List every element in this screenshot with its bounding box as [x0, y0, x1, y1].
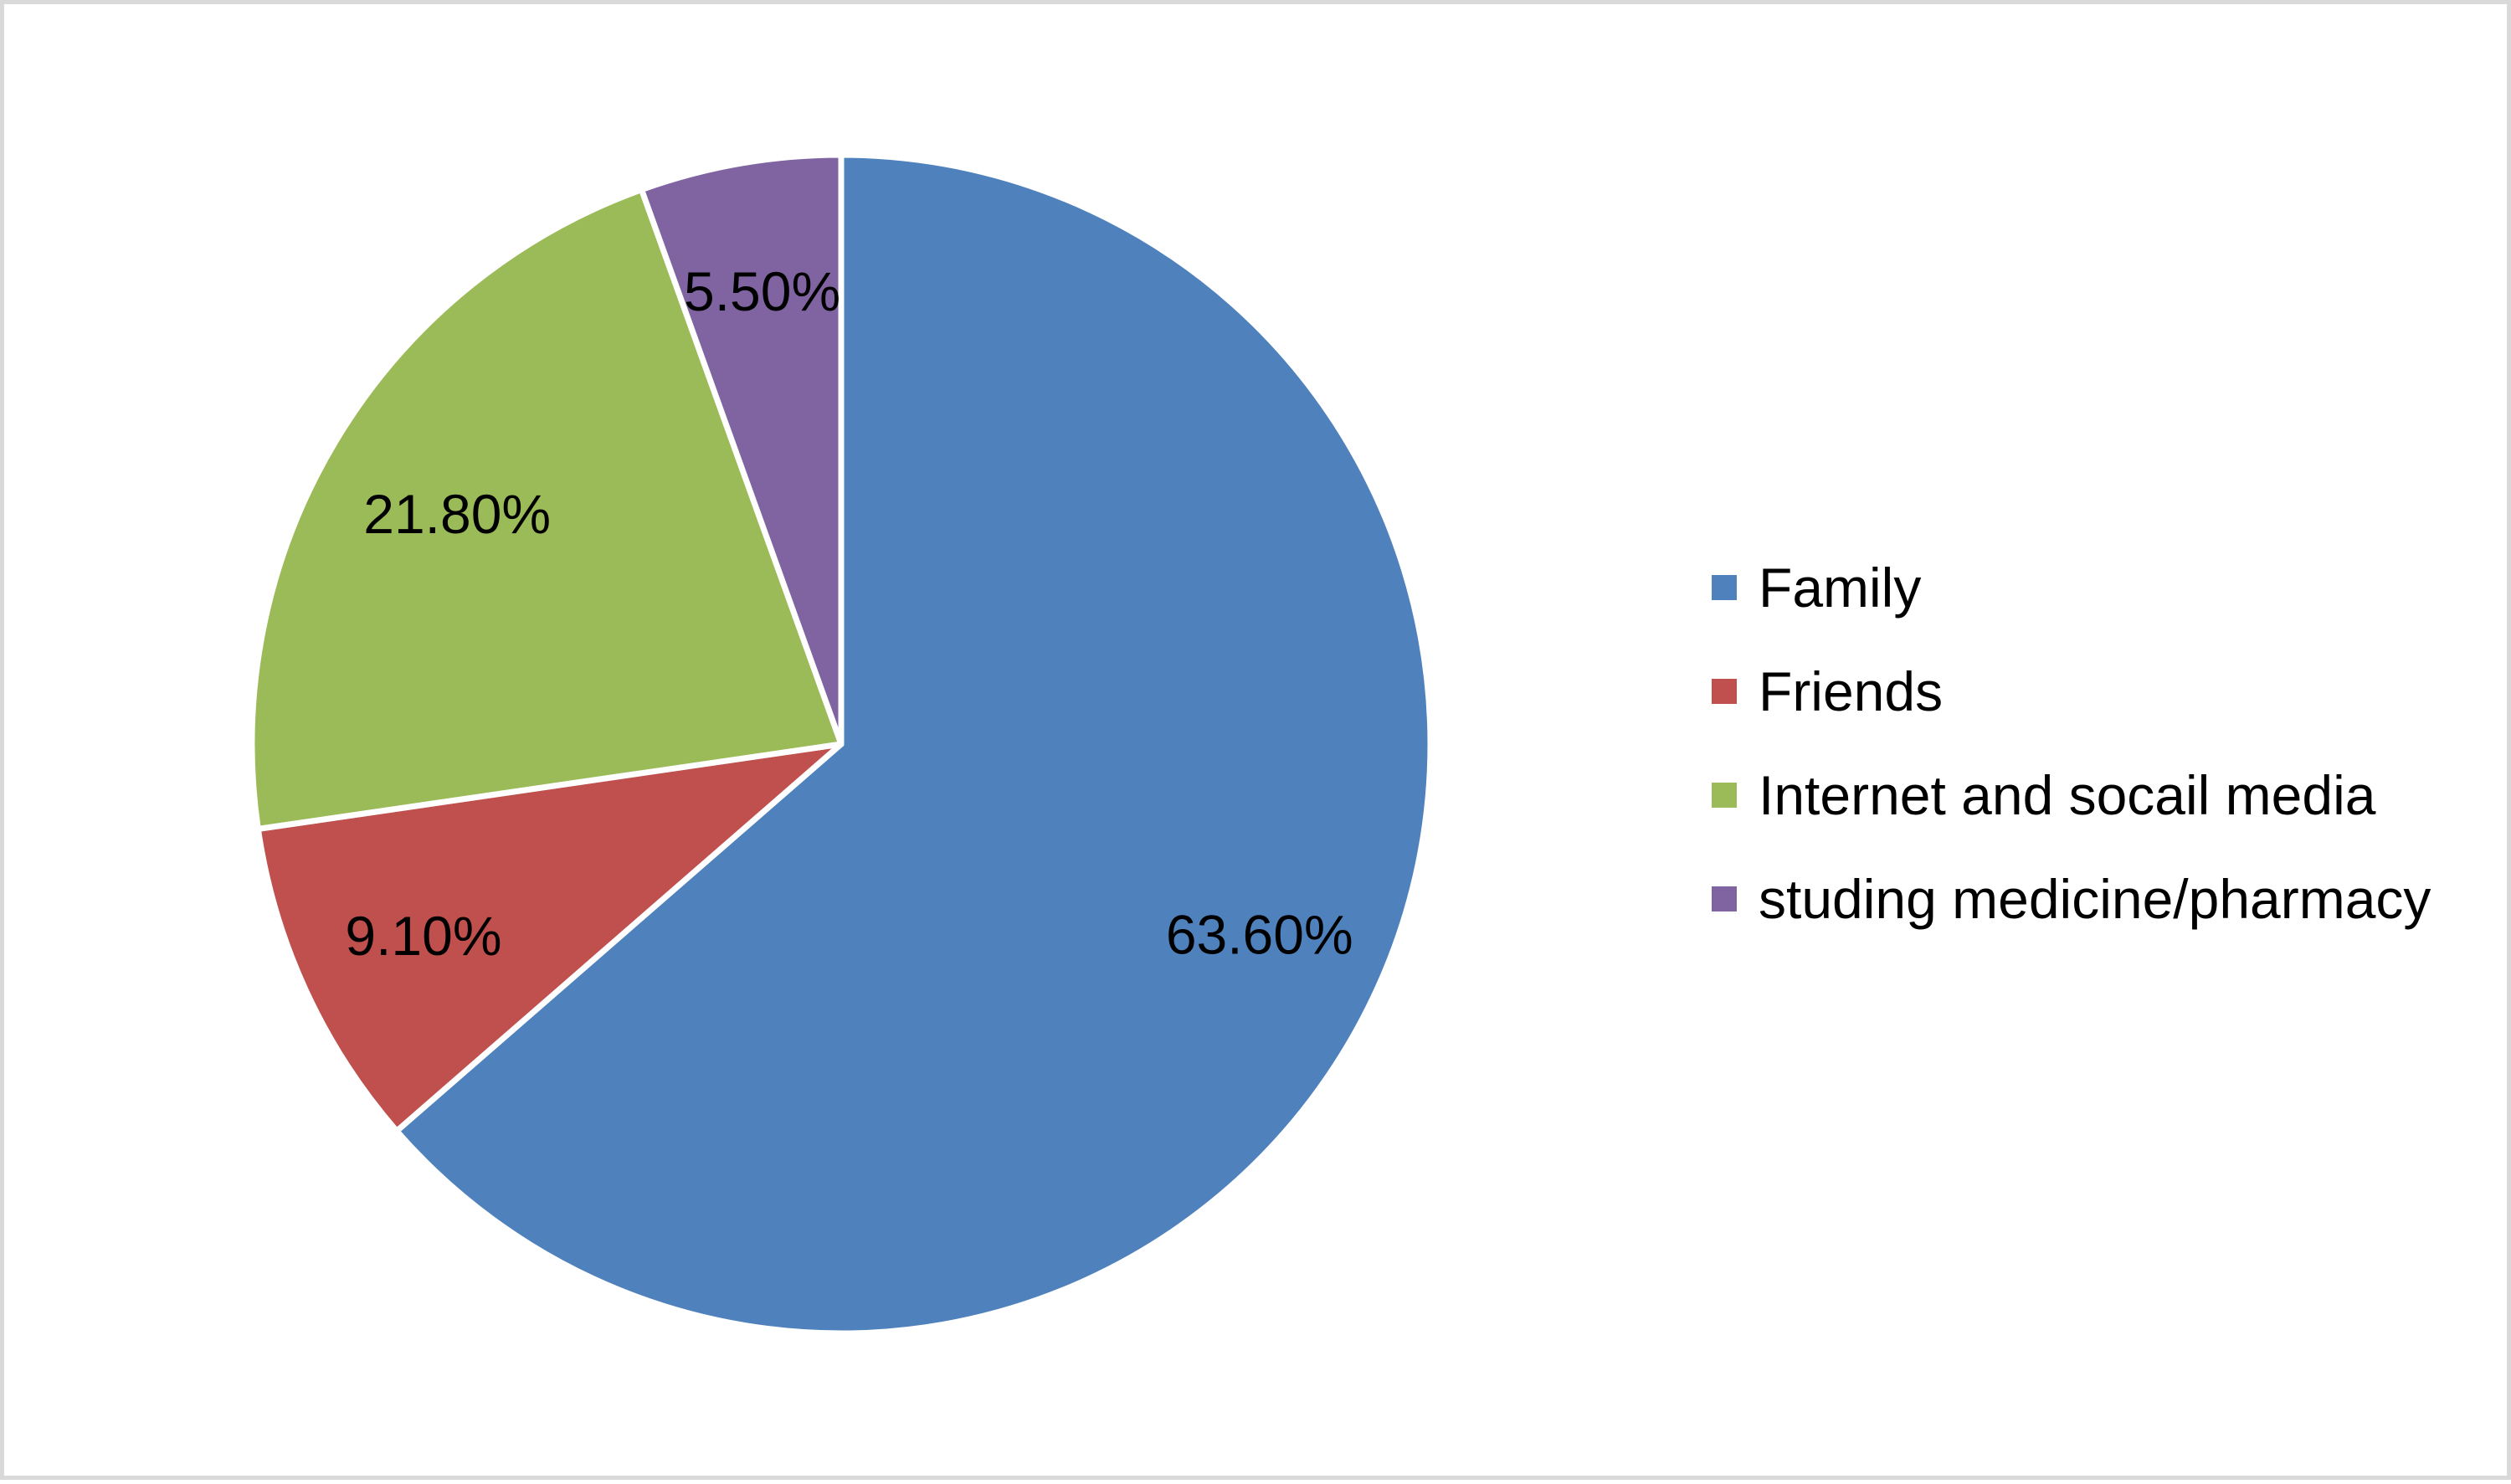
legend-swatch-studing-medicine-pharmacy [1712, 886, 1737, 911]
data-label-internet-and-socail-media: 21.80% [363, 483, 551, 545]
pie-chart: 63.60% 9.10% 21.80% 5.50% Family Friends Inte… [249, 151, 2431, 1337]
pie-slice-family [393, 151, 1434, 1337]
legend-label-internet-and-socail-media: Internet and socail media [1759, 764, 2376, 826]
legend: Family Friends Internet and socail media st… [1712, 557, 2431, 930]
legend-label-studing-medicine-pharmacy: studing medicine/pharmacy [1759, 868, 2431, 930]
legend-swatch-friends [1712, 679, 1737, 704]
legend-item-friends: Friends [1712, 660, 1943, 722]
data-label-family: 63.60% [1166, 904, 1353, 966]
pie-slice-studing-medicine-pharmacy [639, 151, 845, 747]
pie-slices [249, 151, 1434, 1337]
legend-swatch-family [1712, 575, 1737, 600]
data-label-studing-medicine-pharmacy: 5.50% [684, 260, 840, 322]
pie-slice-internet-and-socail-media [249, 187, 845, 832]
legend-item-family: Family [1712, 557, 1921, 619]
legend-label-family: Family [1759, 557, 1921, 619]
legend-item-internet-and-socail-media: Internet and socail media [1712, 764, 2376, 826]
data-label-friends: 9.10% [345, 905, 501, 967]
pie-slice-friends [254, 741, 845, 1134]
legend-swatch-internet-and-socail-media [1712, 783, 1737, 808]
legend-label-friends: Friends [1759, 660, 1943, 722]
data-labels: 63.60% 9.10% 21.80% 5.50% [345, 260, 1353, 967]
legend-item-studing-medicine-pharmacy: studing medicine/pharmacy [1712, 868, 2431, 930]
